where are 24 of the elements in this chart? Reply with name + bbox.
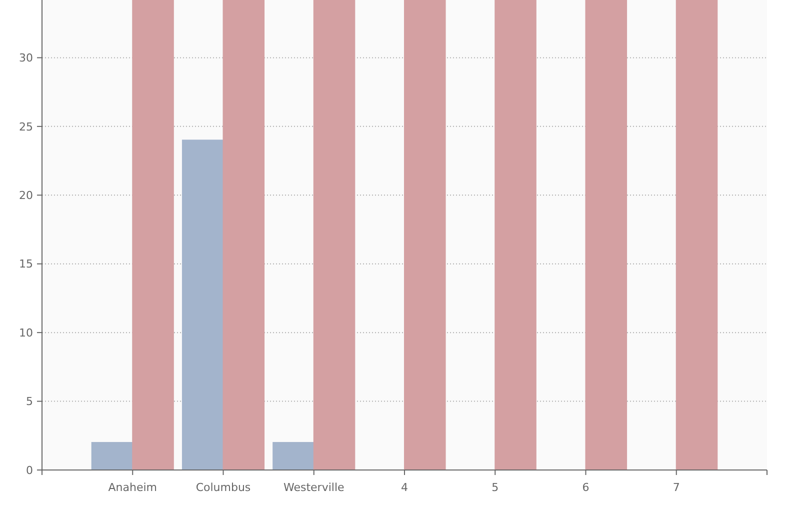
bar — [222, 0, 265, 470]
x-tick-label: 5 — [492, 481, 499, 494]
y-tick-label: 20 — [19, 188, 33, 202]
y-tick-label: 0 — [26, 464, 33, 477]
x-tick-label: 7 — [672, 481, 680, 494]
y-tick-label: 30 — [19, 52, 33, 65]
x-tick-label: Anaheim — [108, 481, 157, 494]
bar — [404, 0, 446, 470]
bar — [272, 442, 314, 470]
x-tick-label: Westerville — [283, 481, 344, 494]
y-tick-label: 10 — [19, 326, 33, 340]
bar — [313, 0, 356, 470]
bar — [182, 140, 224, 470]
x-tick-label: 6 — [582, 481, 590, 494]
y-tick-label: 15 — [19, 258, 33, 271]
y-tick-label: 25 — [19, 120, 33, 134]
x-tick-label: 4 — [401, 481, 408, 494]
y-tick-label: 5 — [26, 395, 33, 408]
x-tick-label: Columbus — [196, 481, 251, 494]
bar — [132, 0, 174, 470]
bar — [676, 0, 718, 470]
bar — [585, 0, 628, 470]
bar — [494, 0, 536, 470]
bar — [91, 442, 134, 470]
